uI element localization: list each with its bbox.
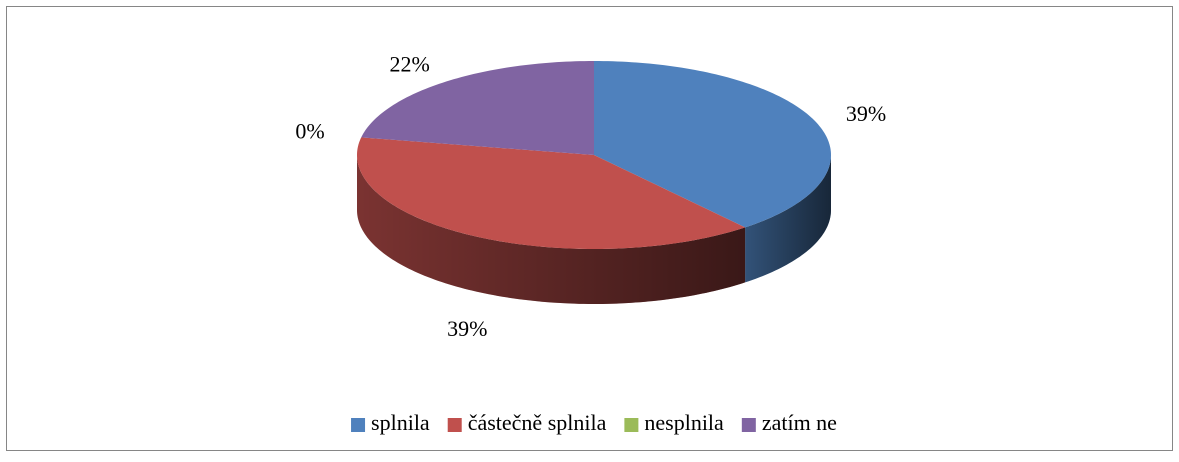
legend: splnila částečně splnila nesplnila zatím ne [351, 410, 837, 435]
slice [594, 61, 831, 228]
legend-swatch [741, 418, 756, 432]
data-label: 39% [447, 316, 487, 341]
legend-swatch [447, 418, 462, 432]
legend-label: částečně splnila [468, 410, 607, 435]
legend-label: nesplnila [644, 410, 724, 435]
data-label: 0% [295, 119, 324, 144]
slice [357, 137, 746, 249]
slice-side-shade [357, 155, 746, 304]
legend-label: zatím ne [762, 410, 837, 435]
data-label: 22% [390, 52, 430, 77]
slice [361, 61, 594, 155]
legend-swatch [351, 418, 366, 432]
data-label: 39% [846, 101, 886, 126]
legend-label: splnila [371, 410, 430, 435]
pie: 39% 39% 0% 22% [295, 52, 886, 341]
legend-swatch [624, 418, 639, 432]
slice-side-shade [745, 155, 831, 283]
